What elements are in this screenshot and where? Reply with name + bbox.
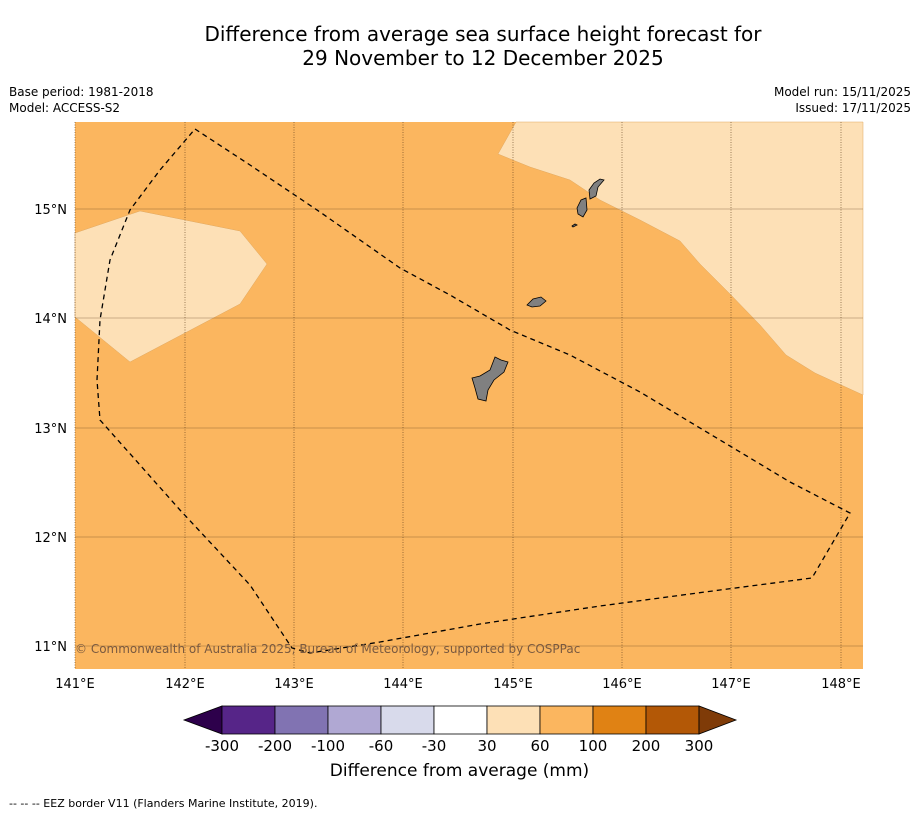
- colorbar-tick-label: 300: [685, 737, 714, 755]
- issued-date: Issued: 17/11/2025: [795, 101, 911, 115]
- x-tick-label: 148°E: [821, 677, 861, 692]
- colorbar-segment: [380, 705, 435, 735]
- y-axis-ticks: 15°N 14°N 13°N 12°N 11°N: [34, 203, 67, 655]
- colorbar-segment: [486, 705, 541, 735]
- meta-left: Base period: 1981-2018 Model: ACCESS-S2: [9, 84, 154, 116]
- x-tick-label: 141°E: [55, 677, 95, 692]
- meta-right: Model run: 15/11/2025 Issued: 17/11/2025: [774, 84, 911, 116]
- colorbar-tick-label: 200: [632, 737, 661, 755]
- base-period: Base period: 1981-2018: [9, 85, 154, 99]
- x-tick-label: 146°E: [602, 677, 642, 692]
- colorbar-extend-high: [698, 705, 738, 735]
- model-name: Model: ACCESS-S2: [9, 101, 121, 115]
- gridlines: [74, 122, 842, 669]
- light-region-west: [74, 210, 268, 363]
- island-aguijan: [571, 223, 578, 228]
- x-tick-label: 143°E: [274, 677, 314, 692]
- colorbar-tick-label: -60: [369, 737, 394, 755]
- model-run: Model run: 15/11/2025: [773, 85, 911, 99]
- colorbar-extend-low: [182, 705, 223, 735]
- colorbar-segment: [592, 705, 647, 735]
- eez-legend-footnote: -- -- -- EEZ border V11 (Flanders Marine…: [9, 797, 318, 810]
- y-tick-label: 13°N: [34, 422, 67, 437]
- colorbar-segment: [221, 705, 276, 735]
- colorbar-segment: [433, 705, 488, 735]
- lat-lines: [75, 208, 863, 647]
- colorbar-segment: [274, 705, 329, 735]
- colorbar-tick-label: -100: [311, 737, 345, 755]
- colorbar-tick-label: 60: [530, 737, 549, 755]
- x-tick-label: 147°E: [711, 677, 751, 692]
- colorbar-segment: [645, 705, 700, 735]
- island-rota: [526, 296, 547, 308]
- island-guam: [471, 356, 509, 402]
- colorbar-tick-label: -30: [422, 737, 447, 755]
- x-tick-label: 144°E: [383, 677, 423, 692]
- island-saipan: [588, 178, 605, 200]
- y-tick-label: 12°N: [34, 531, 67, 546]
- y-tick-label: 15°N: [34, 203, 67, 218]
- colorbar-tick-label: 30: [477, 737, 496, 755]
- colorbar: -300 -200 -100 -60 -30 30 60 100 200 300: [182, 705, 738, 755]
- x-tick-label: 145°E: [493, 677, 533, 692]
- title-line-1: Difference from average sea surface heig…: [204, 22, 762, 46]
- eez-border: [96, 128, 851, 654]
- colorbar-tick-label: -300: [205, 737, 239, 755]
- chart-title: Difference from average sea surface heig…: [0, 22, 919, 70]
- x-tick-label: 142°E: [165, 677, 205, 692]
- colorbar-label: Difference from average (mm): [329, 761, 590, 781]
- colorbar-segment: [539, 705, 594, 735]
- colorbar-segment: [327, 705, 382, 735]
- copyright-text: © Commonwealth of Australia 2025, Bureau…: [75, 642, 580, 656]
- y-tick-label: 14°N: [34, 312, 67, 327]
- y-tick-label: 11°N: [34, 640, 67, 655]
- islands: [471, 178, 605, 402]
- island-tinian: [576, 197, 588, 218]
- colorbar-tick-label: -200: [258, 737, 292, 755]
- x-axis-ticks: 141°E 142°E 143°E 144°E 145°E 146°E 147°E 148°E: [55, 677, 861, 692]
- colorbar-tick-label: 100: [579, 737, 608, 755]
- title-line-2: 29 November to 12 December 2025: [302, 46, 664, 70]
